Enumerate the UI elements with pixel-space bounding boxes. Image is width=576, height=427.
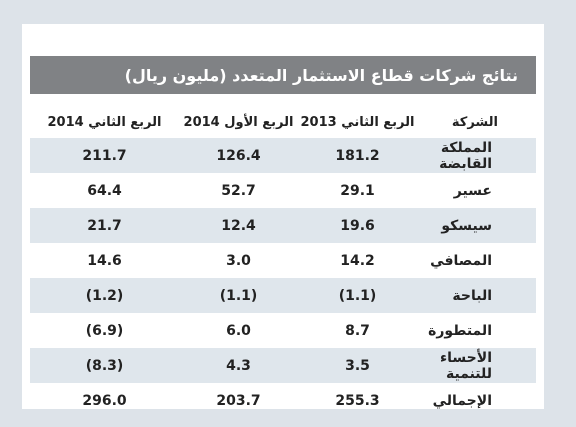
table-row: الأحساء للتنمية 3.5 4.3 (8.3) <box>30 348 536 383</box>
results-table: الشركة الربع الثاني 2013 الربع الأول 201… <box>30 106 536 418</box>
table-row: سيسكو 19.6 12.4 21.7 <box>30 208 536 243</box>
table-row: الباحة (1.1) (1.1) (1.2) <box>30 278 536 313</box>
company-name: الأحساء للتنمية <box>440 349 492 382</box>
header-q2-2013: الربع الثاني 2013 <box>300 114 415 130</box>
value-q1-2014: 52.7 <box>221 182 256 199</box>
table-row: عسير 29.1 52.7 64.4 <box>30 173 536 208</box>
value-q2-2014: 14.6 <box>87 252 122 269</box>
company-name: عسير <box>453 182 492 199</box>
company-name: المصافي <box>430 252 492 269</box>
company-name: سيسكو <box>441 217 492 234</box>
value-q2-2013: 8.7 <box>345 322 370 339</box>
table-header-row: الشركة الربع الثاني 2013 الربع الأول 201… <box>30 106 536 138</box>
table-row: المصافي 14.2 3.0 14.6 <box>30 243 536 278</box>
value-q2-2014: 296.0 <box>82 392 127 409</box>
value-q2-2014: (8.3) <box>85 357 124 374</box>
value-q1-2014: 12.4 <box>221 217 256 234</box>
value-q1-2014: 6.0 <box>226 322 251 339</box>
table-title: نتائج شركات قطاع الاستثمار المتعدد (مليو… <box>30 56 536 94</box>
value-q1-2014: 203.7 <box>216 392 261 409</box>
value-q2-2013: (1.1) <box>338 287 377 304</box>
value-q2-2014: 64.4 <box>87 182 122 199</box>
header-q2-2014: الربع الثاني 2014 <box>47 114 162 130</box>
value-q2-2013: 3.5 <box>345 357 370 374</box>
value-q2-2013: 19.6 <box>340 217 375 234</box>
company-name: الباحة <box>452 287 492 304</box>
value-q2-2013: 255.3 <box>335 392 380 409</box>
value-q2-2013: 29.1 <box>340 182 375 199</box>
company-name: المملكة القابضة <box>439 139 492 172</box>
table-total-row: الإجمالي 255.3 203.7 296.0 <box>30 383 536 418</box>
value-q1-2014: 4.3 <box>226 357 251 374</box>
table-row: المتطورة 8.7 6.0 (6.9) <box>30 313 536 348</box>
company-name: الإجمالي <box>432 392 492 409</box>
value-q1-2014: 3.0 <box>226 252 251 269</box>
value-q2-2014: (1.2) <box>85 287 124 304</box>
value-q1-2014: (1.1) <box>219 287 258 304</box>
header-q1-2014: الربع الأول 2014 <box>183 114 294 130</box>
value-q2-2014: (6.9) <box>85 322 124 339</box>
table-card: نتائج شركات قطاع الاستثمار المتعدد (مليو… <box>22 24 544 409</box>
value-q2-2014: 211.7 <box>82 147 127 164</box>
table-row: المملكة القابضة 181.2 126.4 211.7 <box>30 138 536 173</box>
value-q2-2013: 14.2 <box>340 252 375 269</box>
value-q1-2014: 126.4 <box>216 147 261 164</box>
outer-frame: نتائج شركات قطاع الاستثمار المتعدد (مليو… <box>12 13 564 414</box>
value-q2-2013: 181.2 <box>335 147 380 164</box>
company-name: المتطورة <box>428 322 492 339</box>
header-company: الشركة <box>451 114 498 130</box>
value-q2-2014: 21.7 <box>87 217 122 234</box>
